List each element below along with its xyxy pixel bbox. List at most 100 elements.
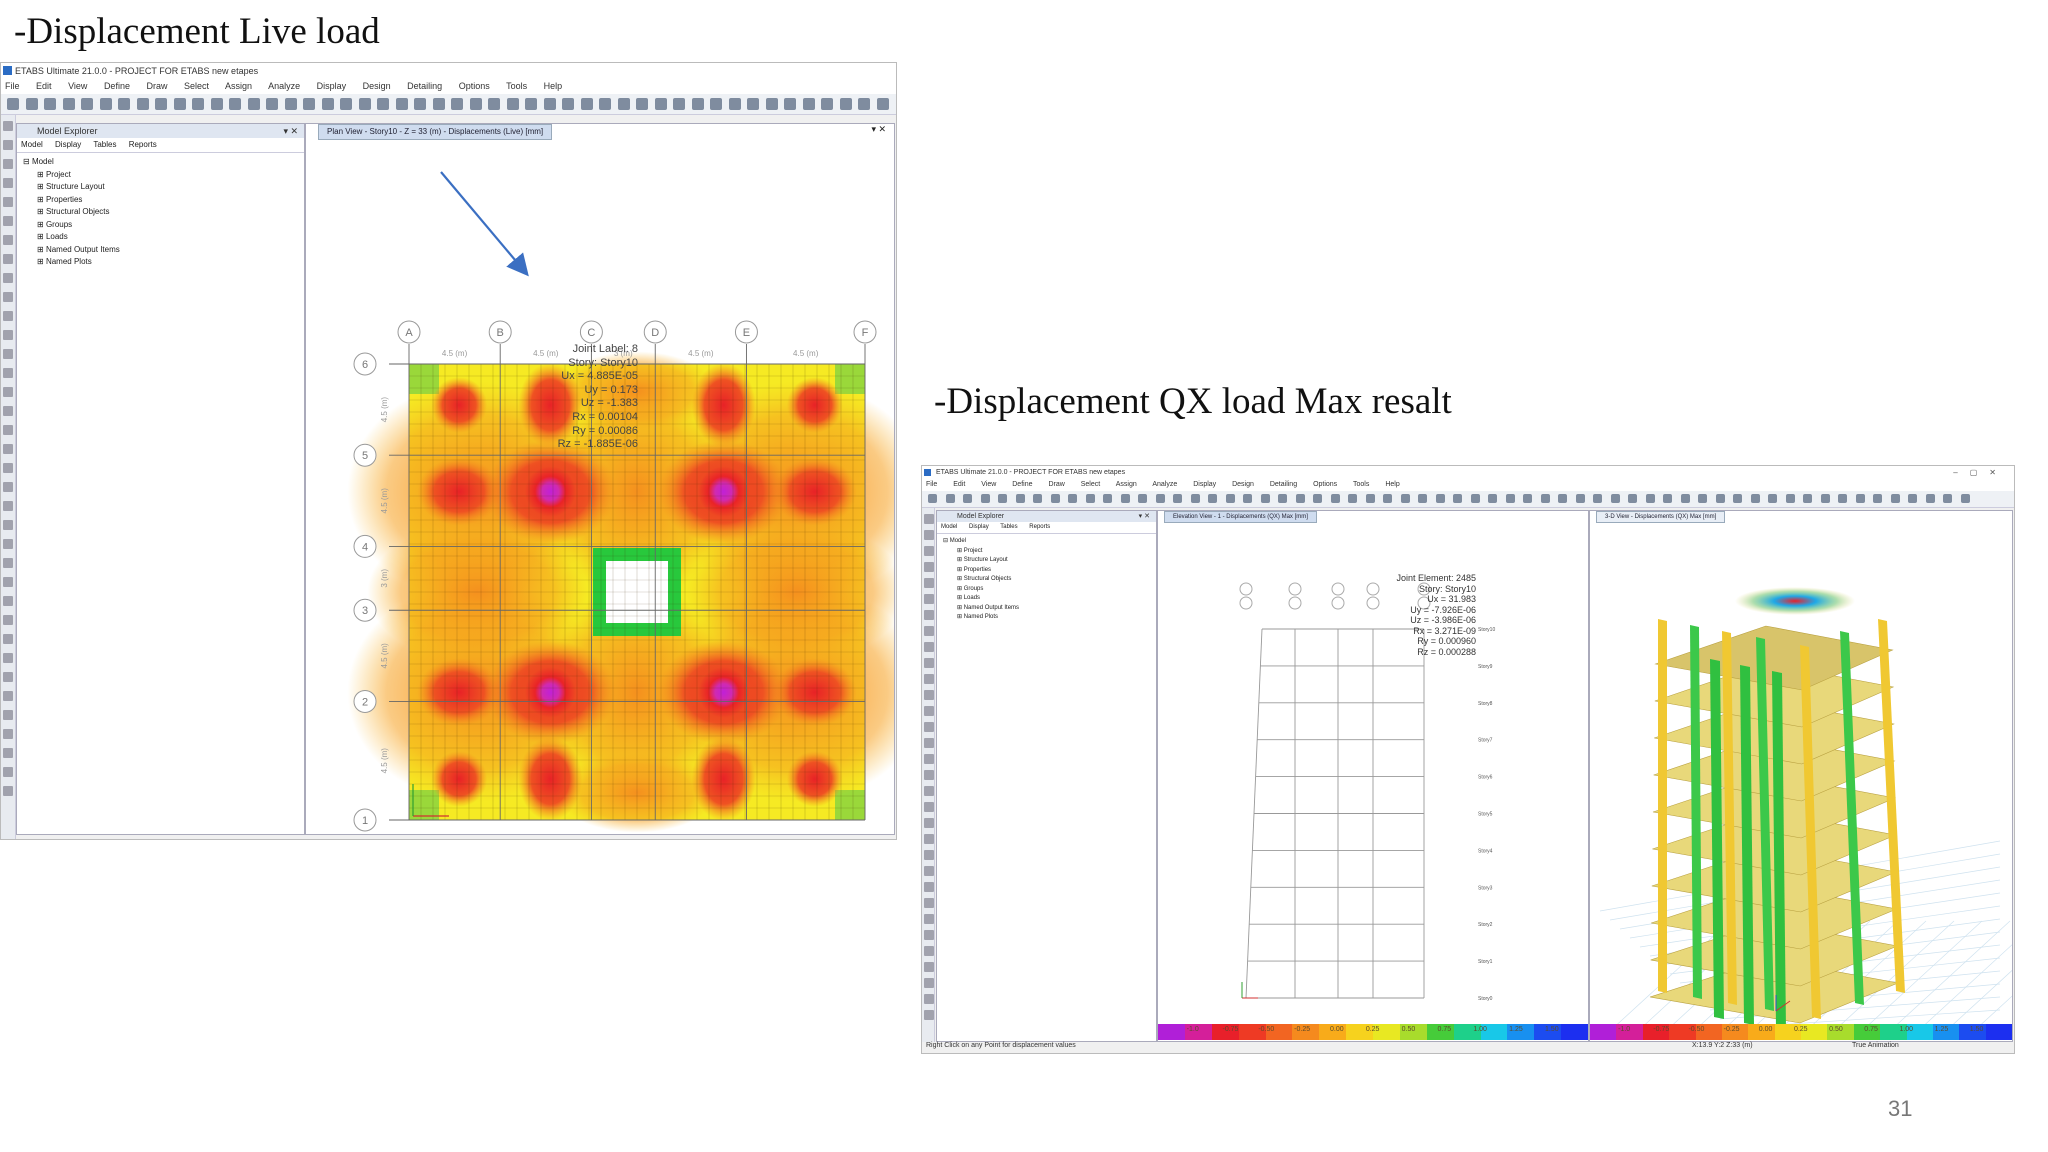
tool-icon[interactable] <box>924 722 934 732</box>
toolbar-icon[interactable] <box>266 98 278 110</box>
window-controls-icon[interactable]: –▢✕ <box>1953 468 2008 477</box>
toolbar-icon[interactable] <box>1260 494 1270 503</box>
toolbar-icon[interactable] <box>62 98 75 110</box>
tool-icon[interactable] <box>924 706 934 716</box>
toolbar-icon[interactable] <box>876 98 889 110</box>
toolbar-icon[interactable] <box>1908 494 1917 503</box>
tool-icon[interactable] <box>924 738 934 748</box>
tool-icon[interactable] <box>924 930 934 940</box>
close-icon[interactable]: ▾ ✕ <box>283 126 298 136</box>
tool-icon[interactable] <box>3 634 13 644</box>
toolbar-icon[interactable] <box>432 98 445 110</box>
menu-select[interactable]: Select <box>184 81 210 91</box>
close-icon[interactable]: ▾ ✕ <box>1138 513 1150 520</box>
tool-icon[interactable] <box>924 674 934 684</box>
toolbar-icon[interactable] <box>247 98 260 110</box>
plan-view-panel[interactable]: Plan View - Story10 - Z = 33 (m) - Displ… <box>305 123 895 835</box>
toolbar-icon[interactable] <box>284 98 297 110</box>
tab-tables[interactable]: Tables <box>93 140 117 149</box>
tree-item-structure-layout[interactable]: ⊞ Structure Layout <box>957 557 1008 563</box>
toolbar-icon[interactable] <box>1015 494 1025 503</box>
toolbar-icon[interactable] <box>321 98 334 110</box>
toolbar-icon[interactable] <box>506 98 519 110</box>
toolbar-icon[interactable] <box>1803 494 1812 503</box>
menu-assign[interactable]: Assign <box>225 81 253 91</box>
menu-help[interactable]: Help <box>1385 481 1400 488</box>
tool-icon[interactable] <box>924 834 934 844</box>
toolbar-icon[interactable] <box>81 98 93 110</box>
tool-icon[interactable] <box>3 482 13 492</box>
tree-item-structure-layout[interactable]: ⊞ Structure Layout <box>37 182 105 191</box>
tree-item-groups[interactable]: ⊞ Groups <box>957 585 984 592</box>
tree-item-named-output-items[interactable]: ⊞ Named Output Items <box>957 604 1020 611</box>
toolbar-icon[interactable] <box>1208 494 1217 503</box>
toolbar-icon[interactable] <box>1505 494 1515 503</box>
toolbar-icon[interactable] <box>1313 494 1322 503</box>
toolbar-icon[interactable] <box>1085 494 1095 503</box>
tool-icon[interactable] <box>924 882 934 892</box>
tool-icon[interactable] <box>3 273 13 283</box>
menu-analyze[interactable]: Analyze <box>1152 481 1178 488</box>
menu-view[interactable]: View <box>68 81 88 91</box>
toolbar-icon[interactable] <box>1558 494 1567 503</box>
menu-design[interactable]: Design <box>362 81 391 91</box>
tree-item-properties[interactable]: ⊞ Properties <box>957 566 992 573</box>
menu-assign[interactable]: Assign <box>1115 481 1137 488</box>
tool-icon[interactable] <box>3 121 13 131</box>
tool-icon[interactable] <box>924 642 934 652</box>
tool-icon[interactable] <box>924 578 934 588</box>
tool-icon[interactable] <box>3 216 13 226</box>
tab-reports[interactable]: Reports <box>128 140 157 149</box>
toolbar-icon[interactable] <box>229 98 241 110</box>
tree-item-named-plots[interactable]: ⊞ Named Plots <box>37 257 92 266</box>
toolbar-icon[interactable] <box>1698 494 1707 503</box>
toolbar-icon[interactable] <box>654 98 667 110</box>
toolbar-icon[interactable] <box>1383 494 1392 503</box>
toolbar-icon[interactable] <box>1225 494 1235 503</box>
toolbar-icon[interactable] <box>784 98 796 110</box>
toolbar-icon[interactable] <box>1838 494 1847 503</box>
toolbar-icon[interactable] <box>1593 494 1602 503</box>
toolbar-icon[interactable] <box>747 98 759 110</box>
toolbar-icon[interactable] <box>1155 494 1165 503</box>
tool-icon[interactable] <box>924 802 934 812</box>
tool-icon[interactable] <box>3 425 13 435</box>
tree-item-model[interactable]: ⊟ Model <box>943 538 967 544</box>
tab-model[interactable]: Model <box>21 140 43 149</box>
menu-view[interactable]: View <box>981 481 997 488</box>
tool-icon[interactable] <box>924 994 934 1004</box>
toolbar-icon[interactable] <box>580 98 593 110</box>
menu-display[interactable]: Display <box>316 81 347 91</box>
tool-icon[interactable] <box>3 387 13 397</box>
toolbar-icon[interactable] <box>99 98 112 110</box>
3d-view-tab[interactable]: 3-D View - Displacements (QX) Max [mm] <box>1596 511 1726 523</box>
toolbar-icon[interactable] <box>1663 494 1672 503</box>
tool-icon[interactable] <box>3 311 13 321</box>
toolbar-icon[interactable] <box>1820 494 1830 503</box>
tree-item-named-output-items[interactable]: ⊞ Named Output Items <box>37 244 120 254</box>
toolbar-icon[interactable] <box>1418 494 1427 503</box>
toolbar-icon[interactable] <box>1173 494 1182 503</box>
tool-icon[interactable] <box>3 729 13 739</box>
tool-icon[interactable] <box>924 770 934 780</box>
menu-file[interactable]: File <box>926 481 938 488</box>
toolbar-icon[interactable] <box>543 98 556 110</box>
menu-edit[interactable]: Edit <box>36 81 52 91</box>
tool-icon[interactable] <box>924 786 934 796</box>
tree-item-structural-objects[interactable]: ⊞ Structural Objects <box>957 576 1012 582</box>
tree-item-named-plots[interactable]: ⊞ Named Plots <box>957 614 999 620</box>
tool-icon[interactable] <box>924 658 934 668</box>
toolbar-icon[interactable] <box>44 98 56 110</box>
tool-icon[interactable] <box>3 767 13 777</box>
menu-select[interactable]: Select <box>1080 481 1101 488</box>
tool-icon[interactable] <box>3 140 13 150</box>
tool-icon[interactable] <box>924 530 934 540</box>
toolbar-icon[interactable] <box>1750 494 1760 503</box>
tool-icon[interactable] <box>3 615 13 625</box>
toolbar-icon[interactable] <box>1488 494 1497 503</box>
tool-icon[interactable] <box>924 594 934 604</box>
menu-help[interactable]: Help <box>543 81 563 91</box>
toolbar-icon[interactable] <box>998 494 1007 503</box>
toolbar-icon[interactable] <box>1610 494 1620 503</box>
toolbar-icon[interactable] <box>1278 494 1287 503</box>
